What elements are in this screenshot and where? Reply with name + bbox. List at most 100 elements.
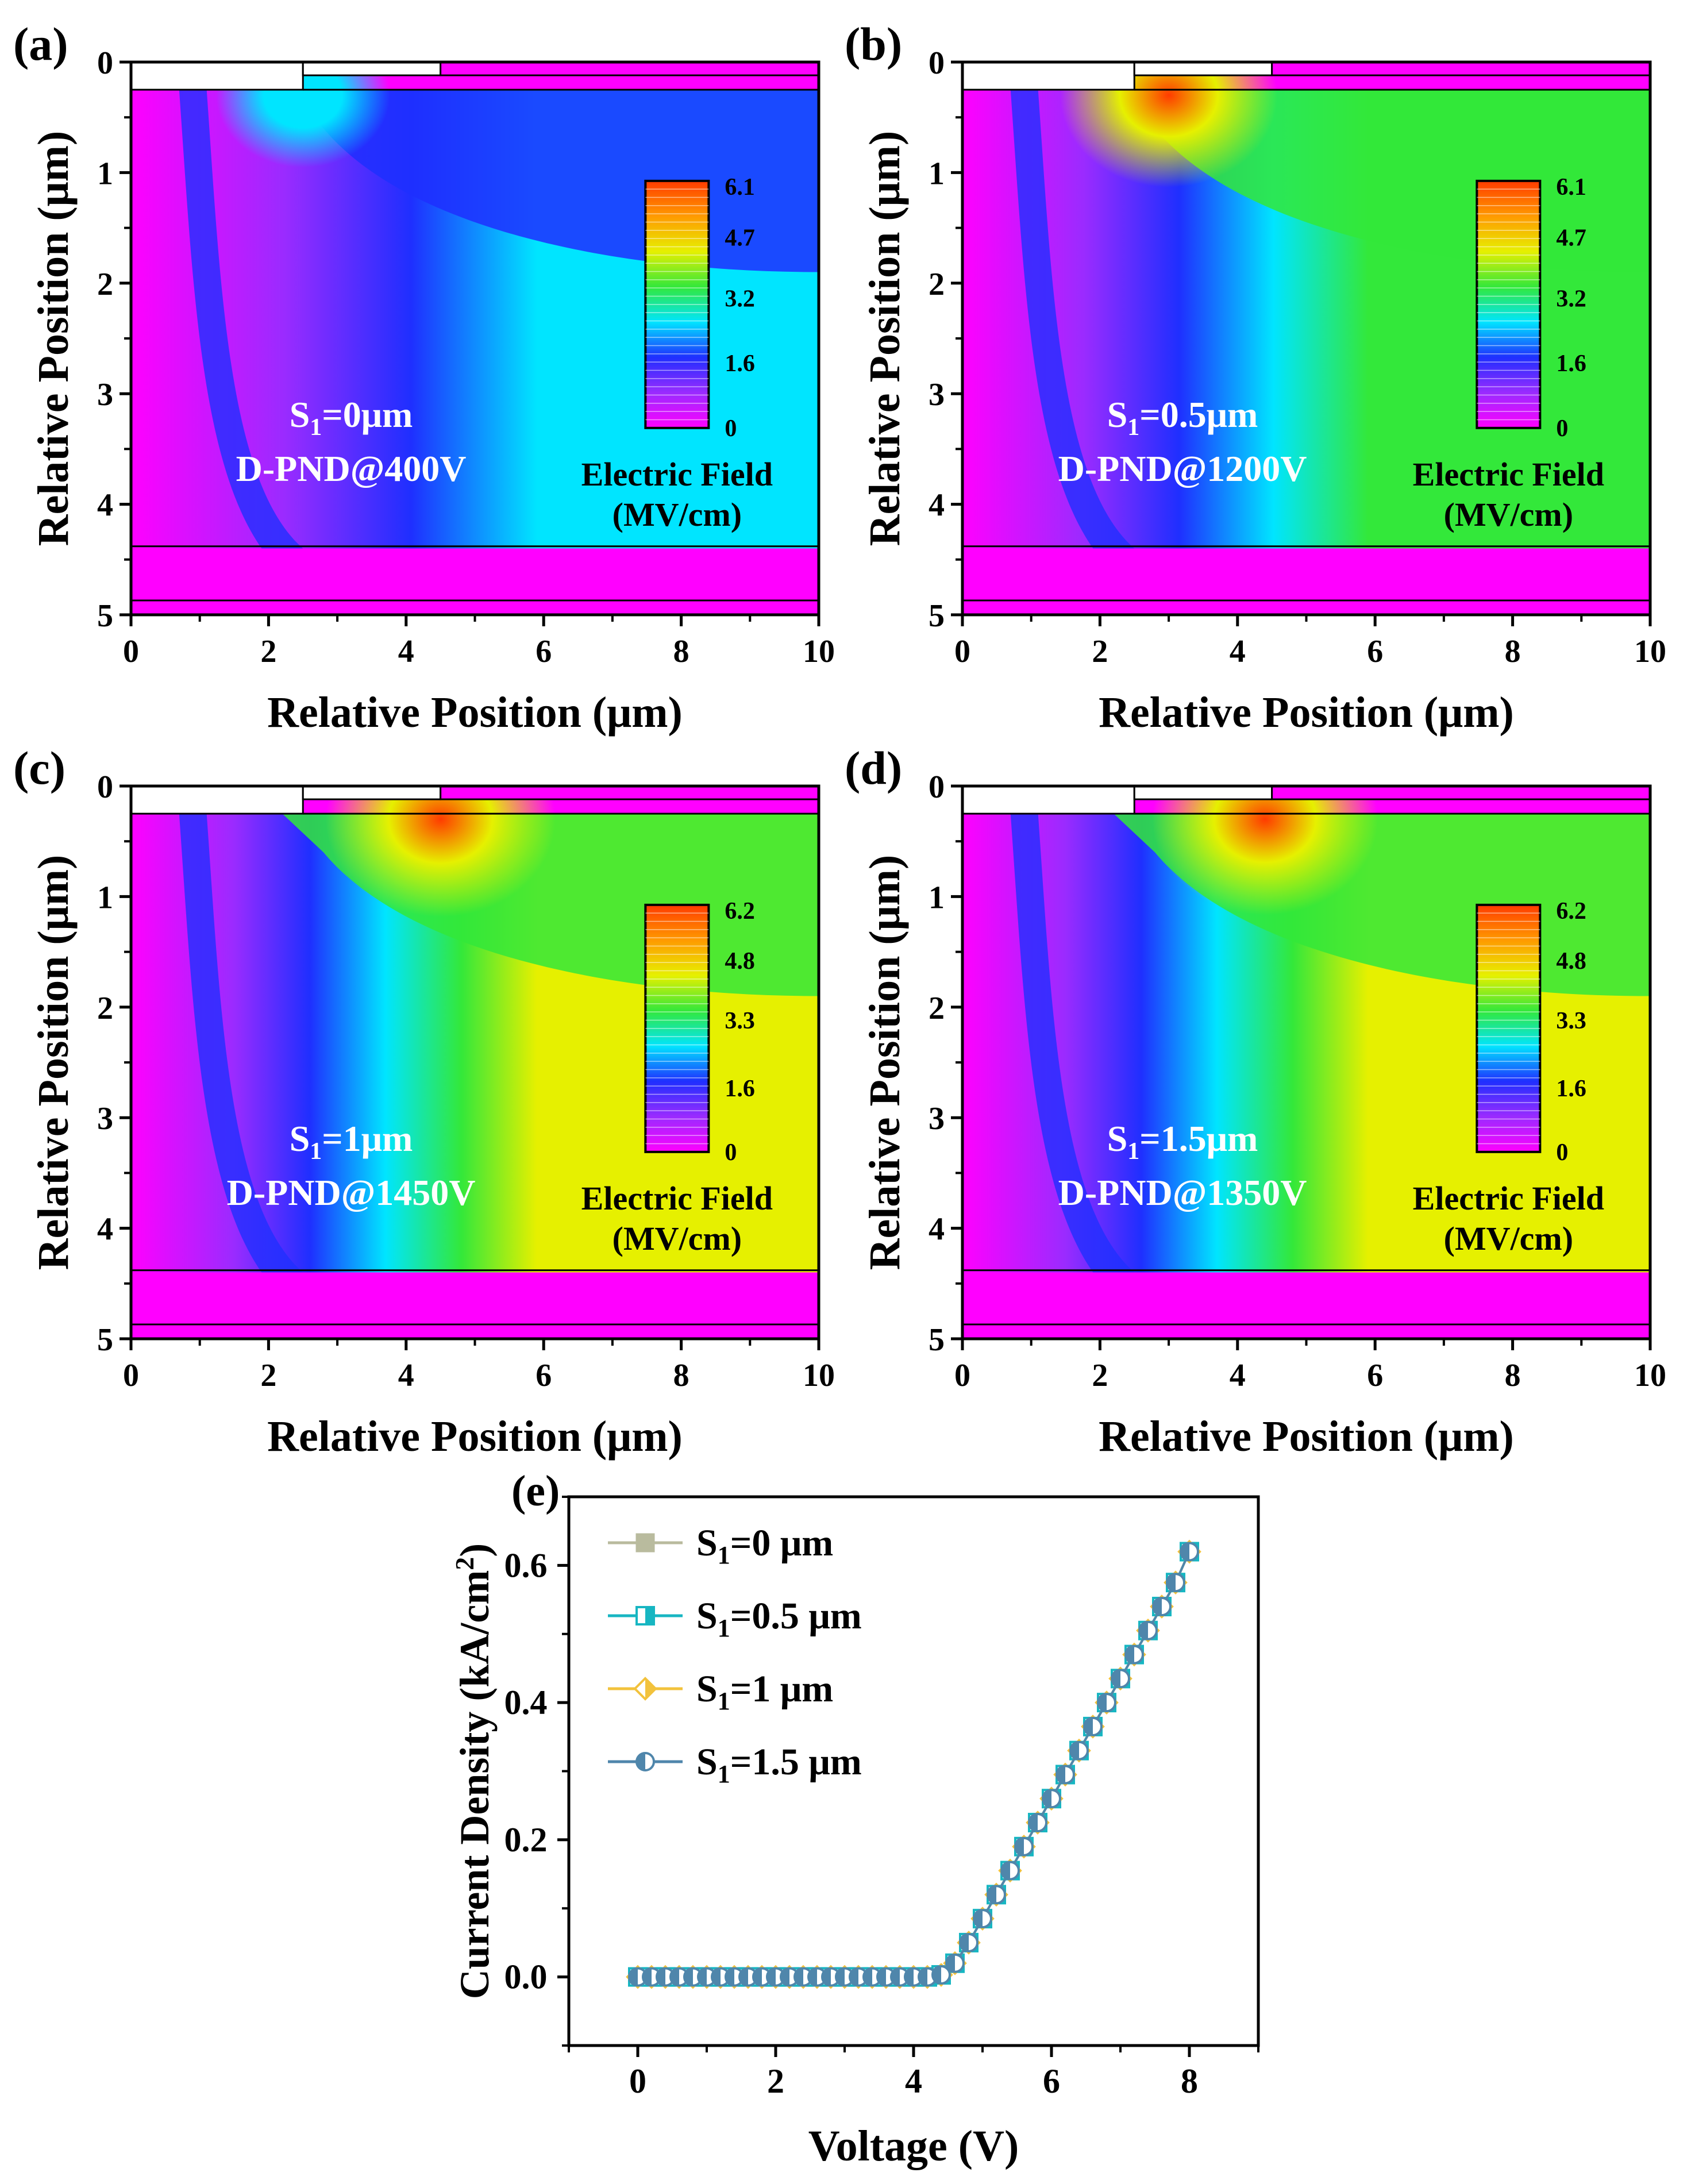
colorbar-tick-label: 0 [725,415,737,442]
y-axis-title-end: ) [452,1543,498,1557]
data-point-fill [1139,1621,1148,1639]
legend-label: S1=0 μm [696,1522,833,1569]
depletion-edge [1010,90,1135,549]
passivation-layer [1271,62,1650,76]
data-point-fill [988,1886,996,1904]
data-point-fill [1167,1574,1176,1592]
condition-s-value: =1.5μm [1139,1118,1258,1159]
data-point-fill [671,1968,679,1986]
condition-s-sub: 1 [310,1138,322,1165]
device-bias-label: D-PND@400V [236,448,467,489]
device-bias-label: D-PND@1450V [227,1172,476,1213]
colorbar-tick-label: 3.2 [725,286,755,312]
x-tick-label: 8 [1505,1358,1521,1393]
x-tick-label: 10 [1634,634,1666,669]
x-tick-label: 6 [536,1358,552,1393]
x-axis-title: Relative Position (μm) [267,688,683,737]
x-tick-label: 2 [260,634,276,669]
y-tick-label: 3 [929,377,945,413]
x-tick-label: 8 [673,634,689,669]
x-tick-label: 8 [1505,634,1521,669]
x-tick-label: 4 [398,634,414,669]
data-point-fill [1098,1694,1107,1712]
x-tick-label: 6 [1367,634,1383,669]
y-tick-label: 3 [97,377,113,413]
y-tick-label: 2 [97,267,113,302]
plot-frame [567,1495,1260,2047]
y-tick-label: 0 [929,769,945,805]
x-tick-label: 0 [954,1358,970,1393]
colorbar-unit: (MV/cm) [1444,496,1573,533]
panel-label: (c) [13,742,66,794]
legend-marker [635,1533,655,1553]
data-point-fill [891,1968,900,1986]
data-point-fill [1029,1814,1038,1832]
passivation-layer [440,62,819,76]
data-point-fill [946,1954,955,1972]
condition-label: S1=1μm [290,1118,413,1165]
colorbar-tick-label: 3.3 [725,1008,755,1034]
colorbar-title: Electric Field [581,456,773,493]
data-point-fill [864,1968,872,1986]
device-bias-label: D-PND@1200V [1058,448,1307,489]
substrate-region [131,548,819,615]
colorbar-title: Electric Field [581,1180,773,1217]
field-hotspot [1152,786,1378,915]
y-tick-label: 0.6 [504,1546,548,1584]
passivation-layer [1271,786,1650,800]
y-tick-label: 0 [929,45,945,81]
colorbar-tick-label: 0 [725,1139,737,1166]
data-point-fill [1057,1766,1065,1784]
y-tick-label: 4 [929,488,945,523]
y-tick-label: 1 [97,156,113,191]
condition-s-value: =0μm [322,394,413,435]
legend-label-rest: =1.5 μm [730,1741,862,1783]
passivation-layer [440,786,819,800]
colorbar-unit: (MV/cm) [612,1220,742,1257]
x-tick-label: 4 [1230,1358,1246,1393]
y-tick-label: 0 [97,769,113,805]
data-point-fill [781,1968,789,1986]
condition-label: S1=0μm [290,394,413,441]
depletion-edge [179,814,303,1273]
legend-label-main: S [696,1522,718,1564]
y-axis-title: Current Density (kA/cm2) [450,1543,498,2000]
colorbar-title: Electric Field [1413,1180,1604,1217]
legend-label: S1=1.5 μm [696,1741,862,1788]
colorbar-tick-label: 1.6 [1556,350,1586,377]
legend-label-sub: 1 [718,1687,730,1715]
x-axis-title: Voltage (V) [808,2122,1019,2170]
panel-label: (b) [845,18,902,70]
condition-s-sub: 1 [1127,414,1139,441]
anode-recess [131,786,304,815]
x-tick-label: 10 [1634,1358,1666,1393]
legend-label-main: S [696,1741,718,1783]
x-axis-title: Relative Position (μm) [1099,1412,1514,1461]
legend-label-sub: 1 [718,1541,730,1569]
condition-s-value: =0.5μm [1139,394,1258,435]
colorbar-tick-label: 6.1 [1556,174,1586,201]
colorbar-title: Electric Field [1413,456,1604,493]
legend-label-rest: =0 μm [730,1522,834,1564]
line-chart-e: 0 2 4 6 8 0.0 0.2 0.4 0.6 Voltage (V) Current Dens… [450,1467,1260,2170]
substrate-region [962,1272,1650,1339]
data-point-fill [1153,1598,1162,1615]
data-point-fill [960,1933,969,1951]
panel-label: (d) [845,742,902,794]
data-point-fill [726,1968,734,1986]
legend-label-main: S [696,1595,718,1637]
legend-label-main: S [696,1668,718,1710]
data-point-fill [808,1968,817,1986]
x-tick-label: 6 [1043,2062,1060,2100]
x-tick-label: 0 [123,634,139,669]
condition-label: S1=1.5μm [1107,1118,1258,1165]
data-point-fill [836,1968,845,1986]
data-point-fill [629,1968,638,1986]
condition-s-sub: 1 [310,414,322,441]
colorbar-tick-label: 6.2 [725,898,755,925]
field-hotspot [325,786,556,917]
x-tick-label: 4 [1230,634,1246,669]
colorbar-tick-label: 3.3 [1556,1008,1586,1034]
